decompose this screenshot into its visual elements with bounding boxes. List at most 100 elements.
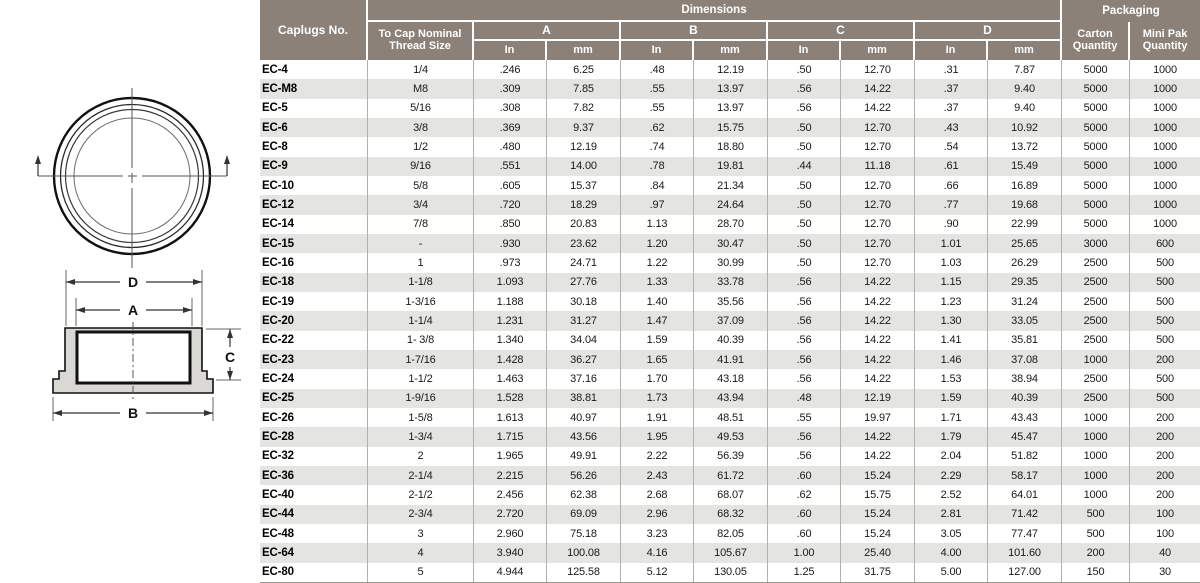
col-header-packaging: Packaging <box>1062 0 1200 22</box>
caplugs-no-cell: EC-80 <box>260 562 368 582</box>
c-in-cell: .56 <box>768 349 841 370</box>
mini-pak-qty-cell: 200 <box>1156 450 1174 463</box>
dim-label-b: B <box>128 405 138 421</box>
carton-qty-cell: 200 <box>1062 543 1131 563</box>
mini-pak-qty-cell: 30 <box>1159 566 1171 579</box>
col-header-mini-pak-qty: Mini Pak Quantity <box>1130 22 1200 60</box>
b-in-cell: .74 <box>621 137 694 157</box>
c-in-cell: .56 <box>768 79 841 99</box>
c-in-cell: .56 <box>768 291 841 312</box>
c-mm-cell: 12.70 <box>841 195 915 215</box>
thread-size-cell: 4 <box>368 543 474 563</box>
a-in-cell: 1.231 <box>474 311 547 331</box>
caplugs-no-cell: EC-9 <box>260 156 368 176</box>
d-mm-cell: 33.05 <box>988 311 1063 331</box>
caplugs-no-cell: EC-15 <box>260 233 368 254</box>
b-mm-cell: 41.91 <box>694 349 768 370</box>
caplugs-no-cell: EC-32 <box>260 446 368 466</box>
d-mm-cell: 37.08 <box>988 349 1063 370</box>
caplugs-no-cell: EC-12 <box>260 195 368 215</box>
carton-qty-cell: 3000 <box>1062 233 1131 254</box>
a-mm-cell: 40.97 <box>547 407 621 428</box>
b-mm-cell: 43.18 <box>694 369 768 389</box>
d-in-cell: 5.00 <box>915 562 988 582</box>
a-mm-cell: 15.37 <box>547 175 621 196</box>
col-header-dim-d: D <box>915 22 1063 41</box>
d-in-cell: 1.46 <box>915 349 988 370</box>
dim-label-a: A <box>128 302 138 318</box>
d-in-cell: .37 <box>915 79 988 99</box>
table-row: EC-19 1-3/16 1.188 30.18 1.40 35.56.56 14.22 1.… <box>260 291 1200 312</box>
b-in-cell: 1.73 <box>621 388 694 408</box>
c-mm-cell: 14.22 <box>841 427 915 447</box>
caplugs-no-cell: EC-M8 <box>260 79 368 99</box>
carton-qty-cell: 5000 <box>1062 79 1131 99</box>
a-in-cell: .309 <box>474 79 547 99</box>
caplugs-no-cell: EC-6 <box>260 117 368 138</box>
c-in-cell: .50 <box>768 214 841 234</box>
table-row: EC-28 1-3/4 1.715 43.56 1.95 49.53.56 14.22 1.7… <box>260 427 1200 447</box>
caplugs-no-cell: EC-16 <box>260 253 368 273</box>
table-row: EC-15- .930 23.62 1.20 30.47.50 12.70 1.01 25.6… <box>260 233 1200 254</box>
d-mm-cell: 35.81 <box>988 330 1063 350</box>
a-in-cell: 2.720 <box>474 504 547 524</box>
c-in-cell: .56 <box>768 369 841 389</box>
a-in-cell: 1.613 <box>474 407 547 428</box>
table-row: EC-23 1-7/16 1.428 36.27 1.65 41.91.56 14.22 1.… <box>260 349 1200 370</box>
a-in-cell: 2.960 <box>474 523 547 544</box>
c-in-cell: .50 <box>768 137 841 157</box>
a-in-cell: 1.340 <box>474 330 547 350</box>
c-in-cell: .56 <box>768 330 841 350</box>
c-mm-cell: 14.22 <box>841 291 915 312</box>
c-in-cell: .60 <box>768 504 841 524</box>
d-in-cell: .43 <box>915 117 988 138</box>
carton-qty-cell: 2500 <box>1062 330 1131 350</box>
b-in-cell: 1.40 <box>621 291 694 312</box>
d-mm-cell: 26.29 <box>988 253 1063 273</box>
c-in-cell: .48 <box>768 388 841 408</box>
b-in-cell: 1.33 <box>621 272 694 292</box>
table-row: EC-26 1-5/8 1.613 40.97 1.91 48.51.55 19.97 1.7… <box>260 407 1200 428</box>
caplugs-no-cell: EC-40 <box>260 485 368 505</box>
dimension-c: C <box>206 328 241 381</box>
d-mm-cell: 15.49 <box>988 156 1063 176</box>
b-mm-cell: 28.70 <box>694 214 768 234</box>
c-mm-cell: 15.75 <box>841 485 915 505</box>
mini-pak-qty-cell: 200 <box>1156 411 1174 424</box>
b-mm-cell: 82.05 <box>694 523 768 544</box>
b-mm-cell: 35.56 <box>694 291 768 312</box>
d-in-cell: 2.29 <box>915 465 988 486</box>
mini-pak-qty-cell: 1000 <box>1153 63 1177 76</box>
a-in-cell: .850 <box>474 214 547 234</box>
c-in-cell: .62 <box>768 485 841 505</box>
caplugs-no-cell: EC-24 <box>260 369 368 389</box>
thread-size-cell: 2-1/2 <box>368 485 474 505</box>
col-header-c-mm: mm <box>841 41 915 60</box>
table-row: EC-5 5/16.308 7.82.55 13.97.56 14.22.37 9.40 5… <box>260 98 1200 118</box>
b-in-cell: 2.96 <box>621 504 694 524</box>
col-header-dim-c: C <box>768 22 915 41</box>
b-mm-cell: 61.72 <box>694 465 768 486</box>
b-mm-cell: 30.99 <box>694 253 768 273</box>
thread-size-cell: 7/8 <box>368 214 474 234</box>
a-mm-cell: 20.83 <box>547 214 621 234</box>
c-mm-cell: 12.70 <box>841 214 915 234</box>
b-in-cell: .55 <box>621 98 694 118</box>
a-mm-cell: 30.18 <box>547 291 621 312</box>
thread-size-cell: 1-5/8 <box>368 407 474 428</box>
carton-qty-cell: 2500 <box>1062 272 1131 292</box>
a-in-cell: .246 <box>474 60 547 80</box>
a-in-cell: .973 <box>474 253 547 273</box>
mini-pak-qty-cell: 500 <box>1156 295 1174 308</box>
thread-size-cell: 1- 3/8 <box>368 330 474 350</box>
carton-qty-cell: 2500 <box>1062 253 1131 273</box>
thread-size-cell: 1/4 <box>368 60 474 80</box>
a-mm-cell: 49.91 <box>547 446 621 466</box>
table-row: EC-10 5/8.605 15.37.84 21.34.50 12.70.66 16.8… <box>260 175 1200 196</box>
carton-qty-cell: 5000 <box>1062 214 1131 234</box>
carton-qty-cell: 1000 <box>1062 465 1131 486</box>
b-mm-cell: 68.32 <box>694 504 768 524</box>
a-in-cell: 1.715 <box>474 427 547 447</box>
b-in-cell: 1.65 <box>621 349 694 370</box>
a-mm-cell: 56.26 <box>547 465 621 486</box>
